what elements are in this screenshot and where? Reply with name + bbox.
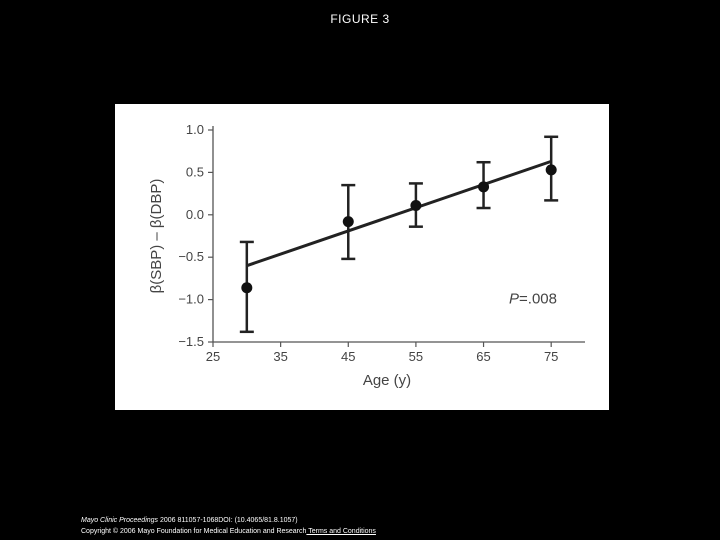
x-axis-title: Age (y) — [363, 372, 411, 389]
data-point — [410, 199, 422, 211]
chart-svg: 1.0 0.5 0.0 −0.5 −1.0 −1.525 35 45 55 65 75 Age (y)… — [148, 122, 585, 389]
y-tick-label: −1.5 — [178, 334, 204, 349]
p-value-symbol: P — [509, 291, 519, 308]
citation-line: Mayo Clinic Proceedings 2006 811057-1068… — [81, 515, 376, 526]
x-tick-label: 35 — [273, 349, 287, 364]
x-tick-label: 55 — [409, 349, 423, 364]
x-tick-label: 75 — [544, 349, 558, 364]
data-point — [478, 181, 490, 193]
data-point — [241, 282, 253, 294]
x-tick-label: 45 — [341, 349, 355, 364]
chart-axes — [208, 126, 585, 347]
trend-line-group — [246, 159, 552, 268]
copyright-line: Copyright © 2006 Mayo Foundation for Med… — [81, 526, 376, 537]
journal-name: Mayo Clinic Proceedings — [81, 517, 159, 524]
p-value-number: =.008 — [519, 291, 557, 308]
data-point — [342, 216, 354, 228]
copyright-text: Copyright © 2006 Mayo Foundation for Med… — [81, 528, 307, 535]
figure-panel: 1.0 0.5 0.0 −0.5 −1.0 −1.5 25 35 45 55 65 75 Age (y)… — [115, 104, 609, 410]
figure-title: FIGURE 3 — [330, 12, 390, 26]
y-tick-label: 0.5 — [186, 164, 204, 179]
y-tick-label: 0.0 — [186, 207, 204, 222]
x-tick-label: 65 — [476, 349, 490, 364]
data-point — [545, 164, 557, 176]
y-tick-label: −1.0 — [178, 292, 204, 307]
y-tick-label: 1.0 — [186, 122, 204, 137]
p-value-annotation: P=.008 — [509, 291, 557, 308]
footer: Mayo Clinic Proceedings 2006 811057-1068… — [81, 515, 376, 537]
axis-labels-group: 1.0 0.5 0.0 −0.5 −1.0 −1.525 35 45 55 65 75 Age (y)… — [148, 122, 558, 389]
data-points-group — [241, 164, 557, 294]
regression-line — [246, 159, 552, 268]
terms-link[interactable]: Terms and Conditions — [306, 528, 376, 535]
x-tick-label: 25 — [206, 349, 220, 364]
y-axis-title: β(SBP) – β(DBP) — [148, 179, 165, 294]
citation-text: 2006 811057-1068DOI: (10.4065/81.8.1057) — [158, 517, 298, 524]
y-tick-label: −0.5 — [178, 249, 204, 264]
